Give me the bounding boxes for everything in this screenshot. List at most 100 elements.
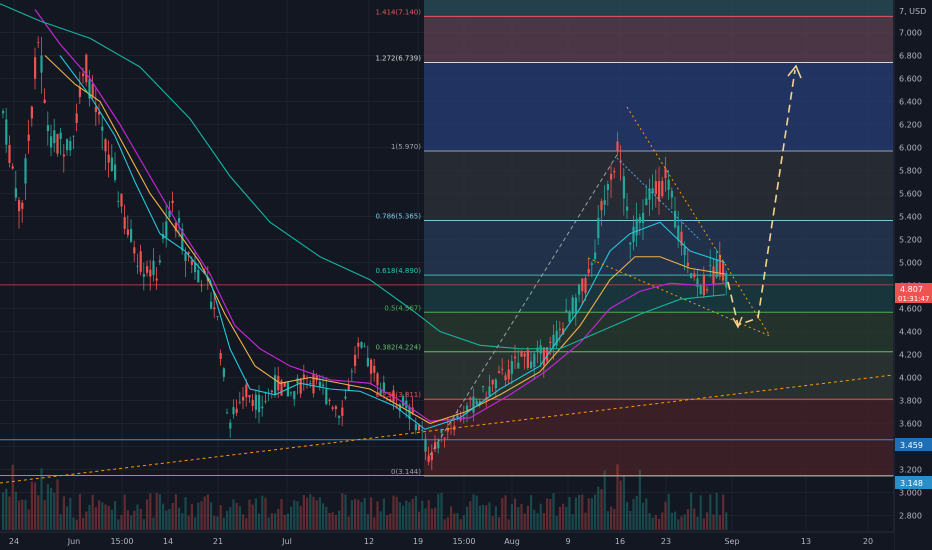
volume-bar bbox=[190, 504, 193, 530]
candle-body bbox=[562, 328, 565, 335]
volume-bar bbox=[462, 515, 465, 530]
volume-bar bbox=[149, 493, 152, 530]
volume-bar bbox=[290, 506, 293, 530]
candle-body bbox=[94, 106, 97, 113]
volume-bar bbox=[46, 483, 49, 530]
volume-bar bbox=[216, 516, 219, 530]
candle-body bbox=[274, 375, 277, 395]
candle-body bbox=[677, 225, 680, 241]
volume-bar bbox=[488, 502, 491, 530]
volume-bar bbox=[181, 513, 184, 530]
fib-zone bbox=[424, 62, 893, 151]
volume-bar bbox=[434, 507, 437, 530]
volume-bar bbox=[203, 496, 206, 530]
volume-bar bbox=[360, 502, 363, 530]
time-axis-background[interactable] bbox=[0, 532, 894, 550]
candle-body bbox=[107, 154, 110, 163]
price-tick: 5.800 bbox=[899, 167, 922, 176]
candle-body bbox=[434, 442, 437, 450]
candle-body bbox=[642, 212, 645, 223]
volume-bar bbox=[706, 512, 709, 530]
volume-bar bbox=[94, 507, 97, 530]
volume-bar bbox=[677, 519, 680, 530]
volume-bar bbox=[536, 512, 539, 530]
candle-body bbox=[578, 284, 581, 295]
candle-body bbox=[632, 226, 635, 242]
volume-bar bbox=[590, 498, 593, 530]
fib-zone bbox=[424, 351, 893, 400]
candle-body bbox=[382, 382, 385, 392]
candle-body bbox=[402, 396, 405, 406]
volume-bar bbox=[104, 504, 107, 530]
volume-bar bbox=[8, 496, 11, 530]
volume-bar bbox=[610, 506, 613, 530]
volume-bar bbox=[200, 501, 203, 530]
volume-bar bbox=[168, 509, 171, 530]
volume-bar bbox=[395, 496, 398, 530]
candle-body bbox=[613, 171, 616, 173]
candle-body bbox=[709, 265, 712, 266]
volume-bar bbox=[606, 511, 609, 530]
candle-body bbox=[555, 330, 558, 346]
candle-body bbox=[27, 134, 30, 141]
volume-bar bbox=[693, 508, 696, 530]
volume-bar bbox=[85, 511, 88, 530]
candle-body bbox=[5, 119, 8, 145]
candle-body bbox=[59, 132, 62, 139]
candle-body bbox=[347, 384, 350, 391]
candle-body bbox=[350, 370, 353, 372]
ma-line-cyan bbox=[59, 55, 726, 430]
volume-bar bbox=[267, 517, 270, 530]
candle-body bbox=[597, 218, 600, 239]
level-badge-1 bbox=[895, 438, 932, 451]
volume-bar bbox=[142, 519, 145, 530]
currency-label: 7, USD bbox=[899, 7, 926, 16]
price-tick: 5.600 bbox=[899, 190, 922, 199]
volume-bar bbox=[178, 507, 181, 530]
candle-body bbox=[53, 130, 56, 144]
volume-bar bbox=[194, 517, 197, 530]
volume-bar bbox=[242, 514, 245, 530]
candle-body bbox=[571, 297, 574, 314]
candle-body bbox=[50, 136, 53, 148]
volume-bar bbox=[370, 497, 373, 530]
volume-bar bbox=[62, 496, 65, 530]
volume-bar bbox=[286, 513, 289, 530]
volume-bar bbox=[453, 513, 456, 530]
volume-bar bbox=[229, 507, 232, 530]
fib-zone bbox=[424, 399, 893, 476]
candle-body bbox=[101, 126, 104, 131]
volume-bar bbox=[405, 500, 408, 530]
candle-body bbox=[62, 154, 65, 157]
volume-bar bbox=[411, 498, 414, 530]
price-tick: 5.000 bbox=[899, 259, 922, 268]
volume-bar bbox=[24, 499, 27, 530]
candle-body bbox=[398, 404, 401, 412]
volume-bar bbox=[114, 501, 117, 530]
time-tick: 20 bbox=[863, 537, 873, 546]
volume-bar bbox=[507, 519, 510, 530]
candle-body bbox=[411, 407, 414, 414]
candle-body bbox=[718, 254, 721, 277]
candle-body bbox=[664, 168, 667, 179]
level-badge-2 bbox=[895, 476, 932, 489]
volume-bar bbox=[638, 469, 641, 530]
fib-label: 1.414(7.140) bbox=[375, 8, 421, 16]
volume-bar bbox=[206, 494, 209, 530]
candle-body bbox=[187, 252, 190, 254]
candle-body bbox=[645, 198, 648, 206]
volume-bar bbox=[66, 506, 69, 530]
volume-bar bbox=[376, 501, 379, 530]
volume-bar bbox=[466, 506, 469, 530]
candle-body bbox=[354, 354, 357, 366]
candle-body bbox=[258, 394, 261, 413]
volume-bar bbox=[510, 503, 513, 530]
time-tick: 23 bbox=[661, 537, 671, 546]
volume-bar bbox=[354, 498, 357, 530]
price-axis-background[interactable] bbox=[894, 0, 932, 550]
candle-body bbox=[667, 179, 670, 190]
candle-body bbox=[478, 401, 481, 404]
candle-body bbox=[21, 202, 24, 209]
volume-bar bbox=[245, 518, 248, 530]
